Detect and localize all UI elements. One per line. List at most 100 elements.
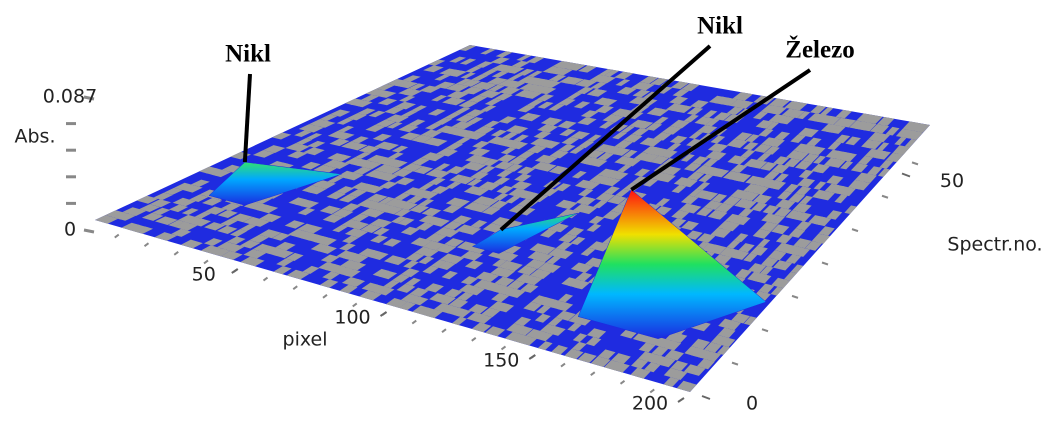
surface-noise [300,232,320,241]
surface-noise [655,198,671,207]
surface-noise [420,248,439,257]
surface-noise [533,252,553,263]
surface-noise [670,360,688,371]
surface-noise [557,120,577,129]
surface-noise [323,159,340,167]
surface-noise [898,146,910,155]
surface-noise [506,67,525,74]
surface-noise [272,249,294,259]
surface-noise [628,96,644,104]
surface-noise [240,256,260,265]
surface-noise [458,130,478,138]
surface-noise [781,108,795,117]
surface-noise [548,103,565,111]
surface-noise [696,182,711,191]
surface-noise [470,171,489,180]
y-axis-label: Spectr.no. [947,234,1042,256]
surface-noise [788,228,806,238]
surface-noise [443,221,463,230]
surface-noise [319,279,339,288]
surface-noise [875,125,890,134]
x-tick [528,354,536,360]
surface-noise [385,198,403,207]
surface-noise [577,117,597,126]
surface-noise [230,229,247,237]
surface-noise [519,83,537,91]
surface-noise [440,228,460,238]
surface-noise [365,169,382,177]
surface-noise [798,204,812,213]
surface-noise [371,251,389,260]
surface-noise [586,150,605,159]
surface-noise [752,111,769,120]
surface-noise [174,182,193,190]
surface-noise [411,134,430,143]
surface-noise [380,142,399,151]
surface-noise [403,187,421,195]
surface-noise [697,125,712,133]
surface-noise [336,186,355,194]
surface-noise [738,208,754,217]
surface-noise [511,126,529,134]
surface-noise [645,138,662,147]
surface-noise [598,69,614,76]
surface-noise [301,200,320,209]
surface-noise [634,97,649,105]
surface-noise [768,114,783,123]
surface-noise [697,233,716,243]
surface-noise [400,226,420,236]
surface-noise [583,157,600,166]
surface-noise [588,215,605,225]
surface-noise [716,229,732,238]
surface-noise [607,115,624,123]
surface-noise [611,147,631,156]
surface-noise [398,124,419,133]
surface-noise [326,191,346,200]
minor-tick [262,276,269,282]
surface-noise [758,195,772,204]
surface-noise [806,137,822,147]
surface-noise [391,115,409,123]
surface-noise [567,322,582,332]
minor-tick [791,294,799,299]
surface-noise [536,94,554,102]
surface-noise [555,199,572,208]
surface-noise [663,367,678,378]
surface-noise [371,171,389,179]
surface-noise [478,197,499,207]
surface-noise [518,335,537,346]
surface-noise [490,129,507,137]
surface-noise [112,212,132,220]
surface-noise [876,142,890,151]
surface-noise [453,308,472,318]
annotation-line [499,44,712,232]
surface-noise [803,128,819,138]
surface-noise [523,301,542,312]
surface-noise [155,216,178,225]
surface-noise [797,178,816,188]
surface-noise [468,95,488,103]
surface-noise [399,132,421,141]
y-tick-label: 0 [746,393,758,415]
surface-noise [376,83,395,91]
surface-noise [360,208,378,216]
surface-noise [710,152,727,161]
surface-noise [332,224,349,233]
surface-noise [397,201,418,211]
surface-noise [551,345,568,355]
surface-noise [790,134,806,143]
surface-noise [478,90,496,97]
surface-noise [303,225,323,234]
surface-noise [795,160,813,170]
surface-noise [653,148,670,157]
surface-noise [643,178,658,187]
surface-noise [841,187,856,197]
surface-noise [732,156,748,165]
surface-noise [554,224,569,233]
surface-noise [421,207,442,217]
surface-noise [535,244,556,255]
surface-noise [496,268,515,278]
surface-noise [431,218,450,227]
minor-tick [821,261,829,266]
surface-noise [724,320,741,331]
